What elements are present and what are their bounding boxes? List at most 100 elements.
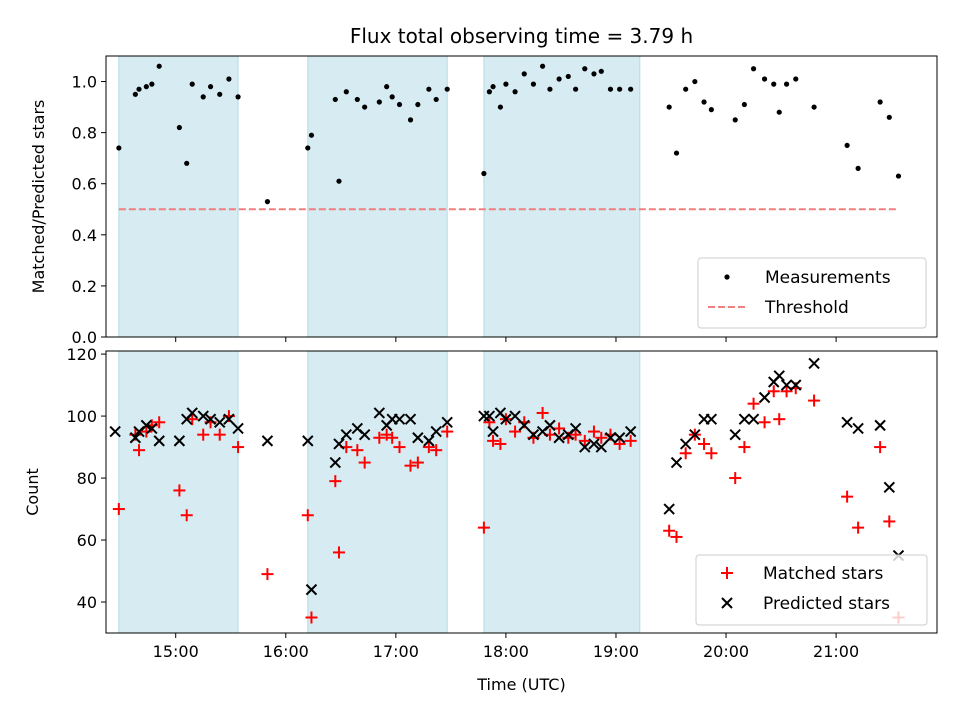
predicted-stars-point: [214, 416, 226, 428]
matched-stars-point: [483, 416, 496, 429]
matched-stars-point: [738, 441, 751, 454]
predicted-stars-point: [140, 419, 153, 432]
top-y-tick-label: 0.6: [72, 175, 97, 194]
predicted-stars-point: [883, 481, 896, 494]
matched-stars-point: [393, 441, 406, 454]
predicted-stars-point: [261, 435, 274, 447]
measurement-point: [235, 94, 241, 100]
matched-stars-point: [780, 385, 793, 398]
measurement-point: [362, 104, 368, 110]
matched-stars-point: [773, 413, 786, 426]
bottom-legend: Matched stars Predicted stars: [695, 554, 928, 626]
measurement-point: [783, 81, 790, 87]
matched-stars-point: [430, 444, 443, 457]
legend-matched-marker: [721, 567, 733, 579]
top-legend-box: [697, 257, 927, 329]
measurement-point: [895, 173, 902, 179]
matched-stars-point: [767, 385, 780, 398]
measurement-point: [132, 91, 138, 97]
matched-stars-point: [232, 441, 245, 454]
bottom-x-tick-label: 17:00: [373, 642, 419, 661]
measurement-point: [354, 96, 360, 103]
predicted-stars-point: [852, 422, 864, 435]
matched-stars-point: [153, 416, 166, 429]
predicted-stars-point: [393, 413, 406, 425]
predicted-stars-point: [579, 441, 591, 453]
measurement-point: [617, 86, 623, 92]
predicted-stars-point: [109, 425, 121, 438]
predicted-stars-point: [340, 428, 353, 441]
predicted-stars-point: [588, 438, 600, 450]
measurement-point: [556, 76, 562, 82]
measurement-point: [776, 109, 782, 115]
measurement-point: [497, 104, 504, 110]
chart-title: Flux total observing time = 3.79 h: [350, 24, 693, 48]
predicted-stars-point: [302, 435, 314, 447]
measurement-point: [376, 99, 382, 105]
matched-stars-point: [477, 521, 490, 534]
measurement-point: [761, 76, 768, 82]
predicted-stars-point: [679, 438, 692, 450]
matched-stars-point: [487, 434, 500, 447]
predicted-stars-point: [232, 422, 244, 435]
bottom-x-tick-label: 20:00: [703, 642, 749, 661]
bottom-shaded-interval: [483, 350, 641, 634]
top-measurement-points: [116, 63, 902, 205]
measurement-point: [176, 124, 182, 131]
x-axis-label: Time (UTC): [476, 675, 565, 694]
measurement-point: [683, 86, 689, 92]
measurement-point: [389, 94, 395, 100]
bottom-plot-frame: [105, 350, 938, 634]
measurement-point: [530, 81, 537, 87]
matched-stars-point: [705, 447, 718, 460]
matched-stars-point: [698, 437, 711, 450]
predicted-stars-point: [613, 432, 626, 444]
matched-stars-point: [404, 459, 417, 472]
top-legend: Measurements Threshold: [697, 257, 927, 329]
predicted-stars-point: [146, 422, 158, 435]
measurement-point: [750, 66, 757, 72]
matched-stars-point: [747, 397, 760, 410]
measurement-point: [136, 86, 142, 92]
legend-measurements-label: Measurements: [765, 268, 891, 288]
measurement-point: [855, 165, 861, 171]
measurement-point: [264, 199, 271, 205]
predicted-stars-point: [329, 456, 342, 469]
measurement-point: [415, 101, 421, 108]
matched-stars-point: [883, 515, 896, 528]
predicted-stars-point: [509, 410, 521, 422]
predicted-stars-point: [604, 432, 617, 444]
top-y-axis-label: Matched/Predicted stars: [29, 100, 48, 294]
measurement-point: [666, 104, 672, 110]
measurement-point: [598, 68, 604, 74]
predicted-stars-point: [129, 432, 142, 444]
measurement-point: [156, 63, 162, 69]
measurement-point: [396, 101, 403, 108]
matched-stars-point: [173, 484, 186, 497]
predicted-stars-point: [305, 583, 318, 596]
measurement-point: [217, 91, 223, 97]
matched-stars-point: [301, 509, 314, 522]
matched-stars-point: [841, 490, 854, 503]
matched-stars-point: [758, 416, 771, 429]
top-shaded-interval: [118, 55, 239, 338]
predicted-stars-point: [874, 419, 886, 432]
matched-stars-point: [808, 394, 821, 407]
measurement-point: [184, 160, 190, 166]
measurement-point: [607, 86, 614, 92]
matched-stars-point: [670, 530, 683, 543]
predicted-stars-point: [527, 428, 540, 441]
measurement-point: [811, 104, 817, 110]
matched-stars-point: [578, 434, 591, 447]
matched-stars-point: [186, 413, 199, 426]
bottom-x-tick-label: 15:00: [153, 642, 199, 661]
measurement-point: [305, 145, 311, 151]
matched-stars-point: [411, 456, 424, 469]
legend-predicted-marker: [721, 597, 733, 609]
predicted-stars-point: [423, 435, 435, 447]
legend-threshold-label: Threshold: [764, 298, 849, 318]
predicted-stars-point: [500, 413, 512, 425]
measurement-point: [308, 132, 315, 138]
legend-measurements-marker: [724, 274, 730, 280]
matched-stars-point: [624, 434, 637, 447]
